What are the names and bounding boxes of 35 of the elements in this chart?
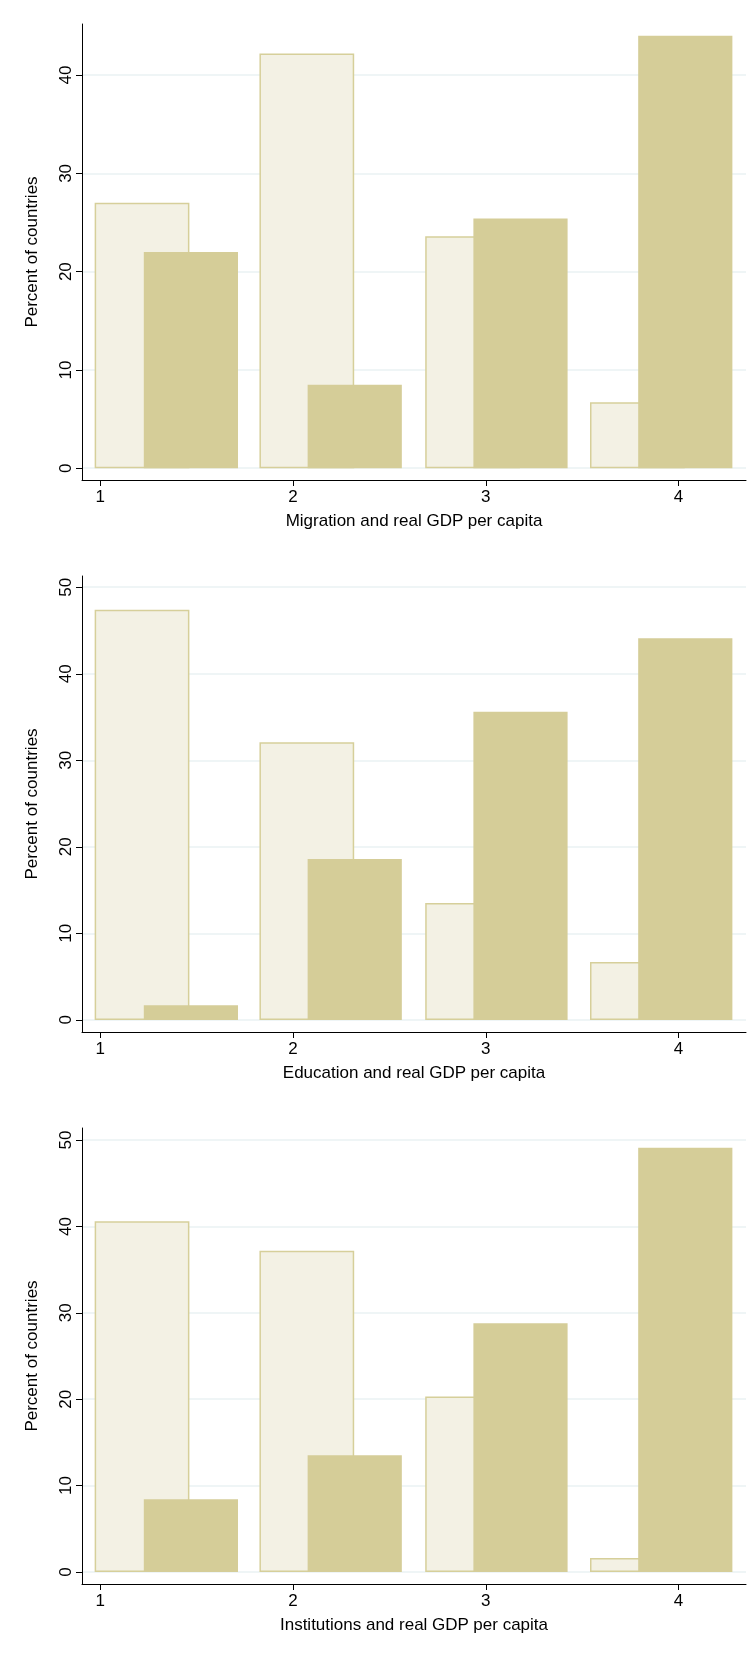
y-tick-label: 0 <box>56 1015 75 1025</box>
y-tick-label: 0 <box>56 463 75 473</box>
y-axis-title: Percent of countries <box>22 1280 41 1432</box>
x-tick-label: 3 <box>481 487 491 506</box>
y-tick-label: 50 <box>56 1130 75 1150</box>
y-tick-label: 40 <box>56 664 75 684</box>
y-axis-title: Percent of countries <box>22 176 41 328</box>
y-tick-label: 50 <box>56 577 75 597</box>
y-tick-label: 20 <box>56 1389 75 1409</box>
x-tick-label: 1 <box>95 1591 106 1610</box>
y-tick-label: 0 <box>56 1567 75 1577</box>
y-tick-label: 30 <box>56 163 75 183</box>
x-axis-title: Education and real GDP per capita <box>282 1063 546 1082</box>
y-tick-label: 40 <box>56 65 75 85</box>
y-axis-title: Percent of countries <box>22 728 41 880</box>
x-tick-label: 1 <box>95 1039 106 1058</box>
x-tick-label: 1 <box>95 487 106 506</box>
x-tick-label: 2 <box>288 1039 298 1058</box>
y-tick-label: 30 <box>56 1303 75 1323</box>
y-tick-label: 40 <box>56 1216 75 1236</box>
x-axis-title: Institutions and real GDP per capita <box>279 1615 549 1634</box>
y-tick-label: 20 <box>56 262 75 282</box>
x-tick-label: 3 <box>481 1591 491 1610</box>
x-tick-label: 4 <box>673 1039 684 1058</box>
x-tick-label: 4 <box>673 487 684 506</box>
x-tick-label: 2 <box>288 487 298 506</box>
x-axis-title: Migration and real GDP per capita <box>285 511 543 530</box>
y-tick-label: 10 <box>56 923 75 943</box>
x-tick-label: 2 <box>288 1591 298 1610</box>
y-tick-label: 20 <box>56 837 75 857</box>
y-tick-label: 10 <box>56 360 75 380</box>
x-tick-label: 4 <box>673 1591 684 1610</box>
y-tick-label: 10 <box>56 1476 75 1496</box>
y-tick-label: 30 <box>56 750 75 770</box>
x-tick-label: 3 <box>481 1039 491 1058</box>
